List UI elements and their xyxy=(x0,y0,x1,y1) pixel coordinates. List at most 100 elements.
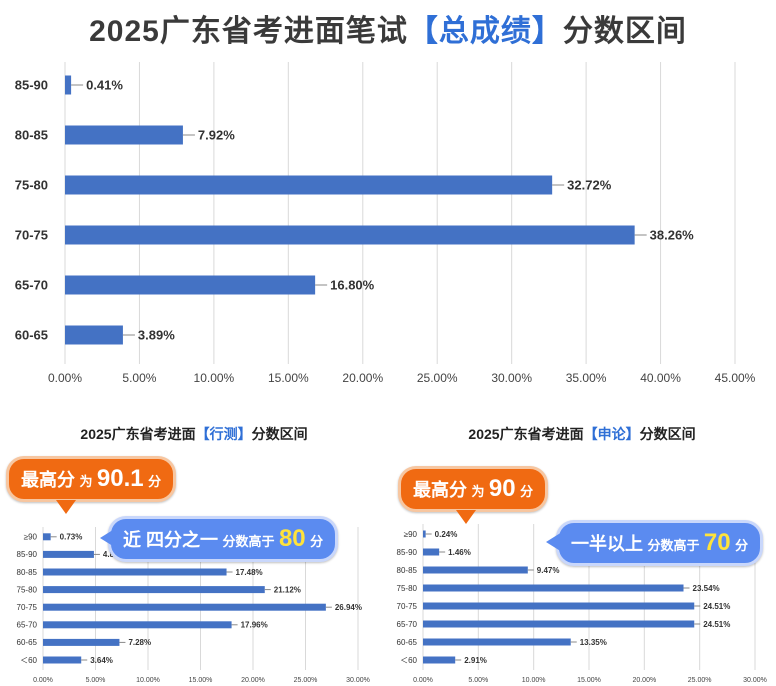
xingce-note-text2: 分数高于 xyxy=(222,534,275,549)
total-bar xyxy=(65,275,316,295)
shenlun-bar xyxy=(423,584,684,592)
shenlun-note-text2: 分数高于 xyxy=(647,538,700,553)
total-bar xyxy=(65,75,72,95)
xingce-bar xyxy=(43,533,51,541)
total-x-tick-label: 0.00% xyxy=(48,371,82,385)
xingce-category-label: 70-75 xyxy=(17,603,38,612)
xingce-x-tick-label: 10.00% xyxy=(136,677,160,684)
shenlun-bar xyxy=(423,530,426,538)
shenlun-x-tick-label: 5.00% xyxy=(468,677,488,684)
shenlun-value-label: 9.47% xyxy=(537,566,560,575)
xingce-note-number: 80 xyxy=(278,525,306,552)
total-category-label: 60-65 xyxy=(15,328,48,343)
shenlun-category-label: ≥90 xyxy=(404,530,418,539)
shenlun-x-tick-label: 10.00% xyxy=(522,677,546,684)
total-x-tick-label: 40.00% xyxy=(640,371,681,385)
xingce-note-text3: 分 xyxy=(310,534,324,549)
shenlun-bar xyxy=(423,656,456,664)
xingce-x-tick-label: 30.00% xyxy=(346,677,370,684)
shenlun-bar xyxy=(423,566,528,574)
shenlun-x-tick-label: 30.00% xyxy=(743,677,767,684)
main-title-suffix: 分数区间 xyxy=(562,15,687,48)
total-value-label: 38.26% xyxy=(650,228,695,243)
shenlun-category-label: 70-75 xyxy=(397,602,418,611)
xingce-note-text1: 近 四分之一 xyxy=(123,530,219,550)
shenlun-value-label: 23.54% xyxy=(693,584,720,593)
shenlun-chart-title: 2025广东省考进面【申论】分数区间 xyxy=(388,424,776,444)
total-bar xyxy=(65,325,123,345)
shenlun-bar xyxy=(423,620,695,628)
xingce-x-tick-label: 25.00% xyxy=(294,677,318,684)
shenlun-title-suffix: 分数区间 xyxy=(639,426,696,442)
main-chart-title: 2025广东省考进面笔试【总成绩】分数区间 xyxy=(0,6,776,50)
xingce-max-callout-tail xyxy=(56,500,76,514)
xingce-value-label: 7.28% xyxy=(128,638,151,647)
shenlun-value-label: 24.51% xyxy=(703,602,730,611)
xingce-category-label: 65-70 xyxy=(17,621,38,630)
xingce-x-tick-label: 5.00% xyxy=(86,677,106,684)
shenlun-note-text1: 一半以上 xyxy=(571,534,643,554)
shenlun-note-callout-tail xyxy=(546,532,562,552)
shenlun-bar xyxy=(423,638,571,646)
total-x-tick-label: 35.00% xyxy=(566,371,607,385)
total-bar xyxy=(65,225,635,245)
shenlun-max-text1: 最高分 xyxy=(413,480,467,500)
xingce-category-label: ≥90 xyxy=(24,533,38,542)
shenlun-x-tick-label: 25.00% xyxy=(688,677,712,684)
shenlun-bar xyxy=(423,548,440,556)
xingce-title-highlight: 【行测】 xyxy=(195,426,252,442)
xingce-bar xyxy=(43,550,94,558)
shenlun-value-label: 1.46% xyxy=(448,548,471,557)
xingce-note-callout: 近 四分之一 分数高于 80 分 xyxy=(108,516,339,562)
total-value-label: 16.80% xyxy=(330,278,375,293)
xingce-chart-title: 2025广东省考进面【行测】分数区间 xyxy=(0,424,388,444)
shenlun-max-text3: 分 xyxy=(520,484,534,499)
xingce-max-number: 90.1 xyxy=(96,465,144,492)
xingce-max-callout: 最高分 为 90.1 分 xyxy=(6,456,177,502)
total-category-label: 85-90 xyxy=(15,78,48,93)
xingce-bar xyxy=(43,638,120,646)
shenlun-category-label: 85-90 xyxy=(397,548,418,557)
shenlun-value-label: 13.35% xyxy=(580,638,607,647)
xingce-value-label: 21.12% xyxy=(274,585,301,594)
shenlun-bar xyxy=(423,602,695,610)
total-category-label: 75-80 xyxy=(15,178,48,193)
shenlun-title-highlight: 【申论】 xyxy=(583,426,640,442)
total-category-label: 80-85 xyxy=(15,128,48,143)
total-x-tick-label: 25.00% xyxy=(417,371,458,385)
shenlun-category-label: 80-85 xyxy=(397,566,418,575)
total-x-tick-label: 20.00% xyxy=(342,371,383,385)
xingce-bar xyxy=(43,621,232,629)
xingce-x-tick-label: 0.00% xyxy=(33,677,53,684)
total-x-tick-label: 5.00% xyxy=(122,371,156,385)
xingce-max-text3: 分 xyxy=(148,474,162,489)
total-value-label: 3.89% xyxy=(138,328,175,343)
total-x-tick-label: 10.00% xyxy=(194,371,235,385)
xingce-x-tick-label: 20.00% xyxy=(241,677,265,684)
xingce-bar xyxy=(43,586,265,594)
shenlun-value-label: 0.24% xyxy=(435,530,458,539)
xingce-title-suffix: 分数区间 xyxy=(251,426,308,442)
total-category-label: 70-75 xyxy=(15,228,48,243)
xingce-title-prefix: 2025广东省考进面 xyxy=(80,426,196,442)
shenlun-value-label: 2.91% xyxy=(464,656,487,665)
xingce-max-text2: 为 xyxy=(79,474,93,489)
main-title-prefix: 2025广东省考进面笔试 xyxy=(89,15,408,48)
total-x-tick-label: 30.00% xyxy=(491,371,532,385)
xingce-bar xyxy=(43,603,326,611)
shenlun-note-text3: 分 xyxy=(735,538,749,553)
xingce-bar xyxy=(43,656,82,664)
xingce-category-label: 60-65 xyxy=(17,638,38,647)
shenlun-note-callout: 一半以上 分数高于 70 分 xyxy=(556,520,764,566)
shenlun-x-tick-label: 0.00% xyxy=(413,677,433,684)
xingce-category-label: ＜60 xyxy=(20,656,37,665)
xingce-value-label: 17.48% xyxy=(236,568,263,577)
xingce-x-tick-label: 15.00% xyxy=(189,677,213,684)
xingce-value-label: 17.96% xyxy=(241,621,268,630)
shenlun-value-label: 24.51% xyxy=(703,620,730,629)
total-bar xyxy=(65,125,183,145)
shenlun-category-label: 65-70 xyxy=(397,620,418,629)
total-value-label: 0.41% xyxy=(86,78,123,93)
total-value-label: 32.72% xyxy=(567,178,612,193)
